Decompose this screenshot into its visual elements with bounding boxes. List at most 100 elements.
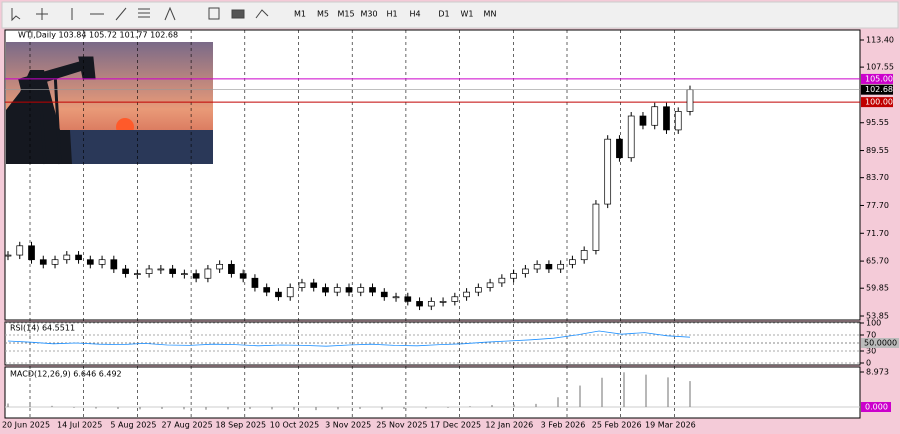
- candle: [557, 263, 565, 270]
- macd-zero: 0.000: [865, 403, 888, 412]
- candle: [98, 259, 106, 265]
- candle: [569, 259, 576, 265]
- timeframe-button[interactable]: H4: [409, 10, 420, 19]
- candle: [75, 254, 82, 261]
- macd-pane: [4, 366, 861, 419]
- timeframe-button[interactable]: H1: [386, 10, 397, 19]
- last-tag: [861, 84, 893, 95]
- candle: [686, 89, 694, 112]
- candle: [133, 273, 141, 275]
- candle: [674, 111, 682, 131]
- candle: [533, 263, 541, 270]
- candle: [251, 277, 259, 288]
- toolbar: [1, 1, 899, 29]
- rsi-level-label: 50.0000: [864, 339, 897, 348]
- rsi-line: [7, 330, 691, 347]
- candle: [239, 273, 247, 279]
- timeframe-button[interactable]: MN: [484, 10, 497, 19]
- candle: [286, 287, 294, 298]
- toolbar-icons: [11, 6, 269, 22]
- last-price: 102.68: [865, 85, 893, 94]
- candle: [16, 245, 24, 256]
- date-label: 25 Nov 2025: [376, 421, 427, 430]
- candle: [486, 282, 494, 288]
- rsi-tick: 70: [866, 331, 876, 340]
- candle: [157, 268, 165, 271]
- price-label: 83.70: [866, 173, 889, 182]
- candle: [663, 106, 670, 131]
- candle: [228, 263, 235, 274]
- date-label: 17 Dec 2025: [430, 421, 481, 430]
- price-label: 65.70: [866, 257, 889, 266]
- timeframe-button[interactable]: W1: [461, 10, 474, 19]
- timeframe-button[interactable]: M1: [294, 10, 306, 19]
- candle: [204, 268, 212, 279]
- timeframe-button[interactable]: M15: [337, 10, 354, 19]
- candle: [510, 273, 517, 279]
- date-label: 18 Sep 2025: [215, 421, 266, 430]
- candle: [28, 245, 35, 261]
- candle: [439, 301, 447, 303]
- price-label: 113.40: [866, 36, 894, 45]
- candle: [322, 287, 329, 293]
- candle: [216, 263, 224, 270]
- candle: [639, 115, 647, 126]
- candle: [451, 296, 459, 302]
- candle: [427, 301, 435, 307]
- rsi-label: RSI(14) 64.5511: [10, 324, 75, 333]
- rsi-tick: 100: [866, 319, 881, 328]
- candle: [298, 282, 306, 288]
- candle: [522, 268, 529, 274]
- timeframe-button[interactable]: M30: [360, 10, 377, 19]
- candle: [145, 268, 153, 274]
- candle: [592, 203, 600, 251]
- level-tag: [861, 73, 893, 84]
- date-label: 3 Nov 2025: [325, 421, 371, 430]
- candle: [181, 273, 188, 275]
- candle: [122, 268, 129, 274]
- level-label: 105.00: [865, 74, 893, 83]
- price-label: 89.55: [866, 146, 889, 155]
- candle: [169, 268, 176, 274]
- candle: [357, 287, 365, 293]
- date-label: 27 Aug 2025: [161, 421, 212, 430]
- candle: [651, 106, 659, 126]
- timeframe-button[interactable]: D1: [438, 10, 449, 19]
- candle: [263, 287, 271, 293]
- candle: [275, 291, 282, 298]
- timeframe-button[interactable]: M5: [317, 10, 329, 19]
- candle: [404, 296, 412, 302]
- price-label: 77.70: [866, 201, 889, 210]
- macd-zero-tag: [861, 402, 891, 412]
- candle: [604, 138, 612, 205]
- date-label: 14 Jul 2025: [57, 421, 102, 430]
- candle: [545, 263, 553, 270]
- price-label: 59.85: [866, 284, 889, 293]
- rsi-tick: 30: [866, 347, 876, 356]
- date-label: 12 Jan 2026: [485, 421, 533, 430]
- date-label: 20 Jun 2025: [2, 421, 50, 430]
- date-label: 19 Mar 2026: [645, 421, 696, 430]
- date-label: 3 Feb 2026: [541, 421, 586, 430]
- candle: [498, 277, 506, 284]
- date-label: 25 Feb 2026: [592, 421, 642, 430]
- rsi-tick: 0: [866, 359, 871, 368]
- rsi-level-tag: [861, 338, 899, 348]
- date-label: 5 Aug 2025: [110, 421, 156, 430]
- candle: [463, 291, 470, 298]
- macd-label: MACD(12,26,9) 6.646 6.492: [10, 370, 122, 379]
- candle: [474, 287, 482, 293]
- candle: [51, 259, 59, 265]
- level-tag: [861, 97, 893, 108]
- candle: [416, 301, 423, 307]
- candle: [380, 291, 388, 298]
- level-label: 100.00: [865, 98, 893, 107]
- date-label: 10 Oct 2025: [270, 421, 319, 430]
- candle: [627, 115, 635, 159]
- price-label: 95.55: [866, 118, 889, 127]
- chart-header: WTI,Daily 103.84 105.72 101.77 102.68: [18, 31, 178, 40]
- candle: [369, 287, 376, 293]
- candle: [192, 273, 200, 279]
- candle: [110, 259, 118, 270]
- price-label: 53.85: [866, 312, 889, 321]
